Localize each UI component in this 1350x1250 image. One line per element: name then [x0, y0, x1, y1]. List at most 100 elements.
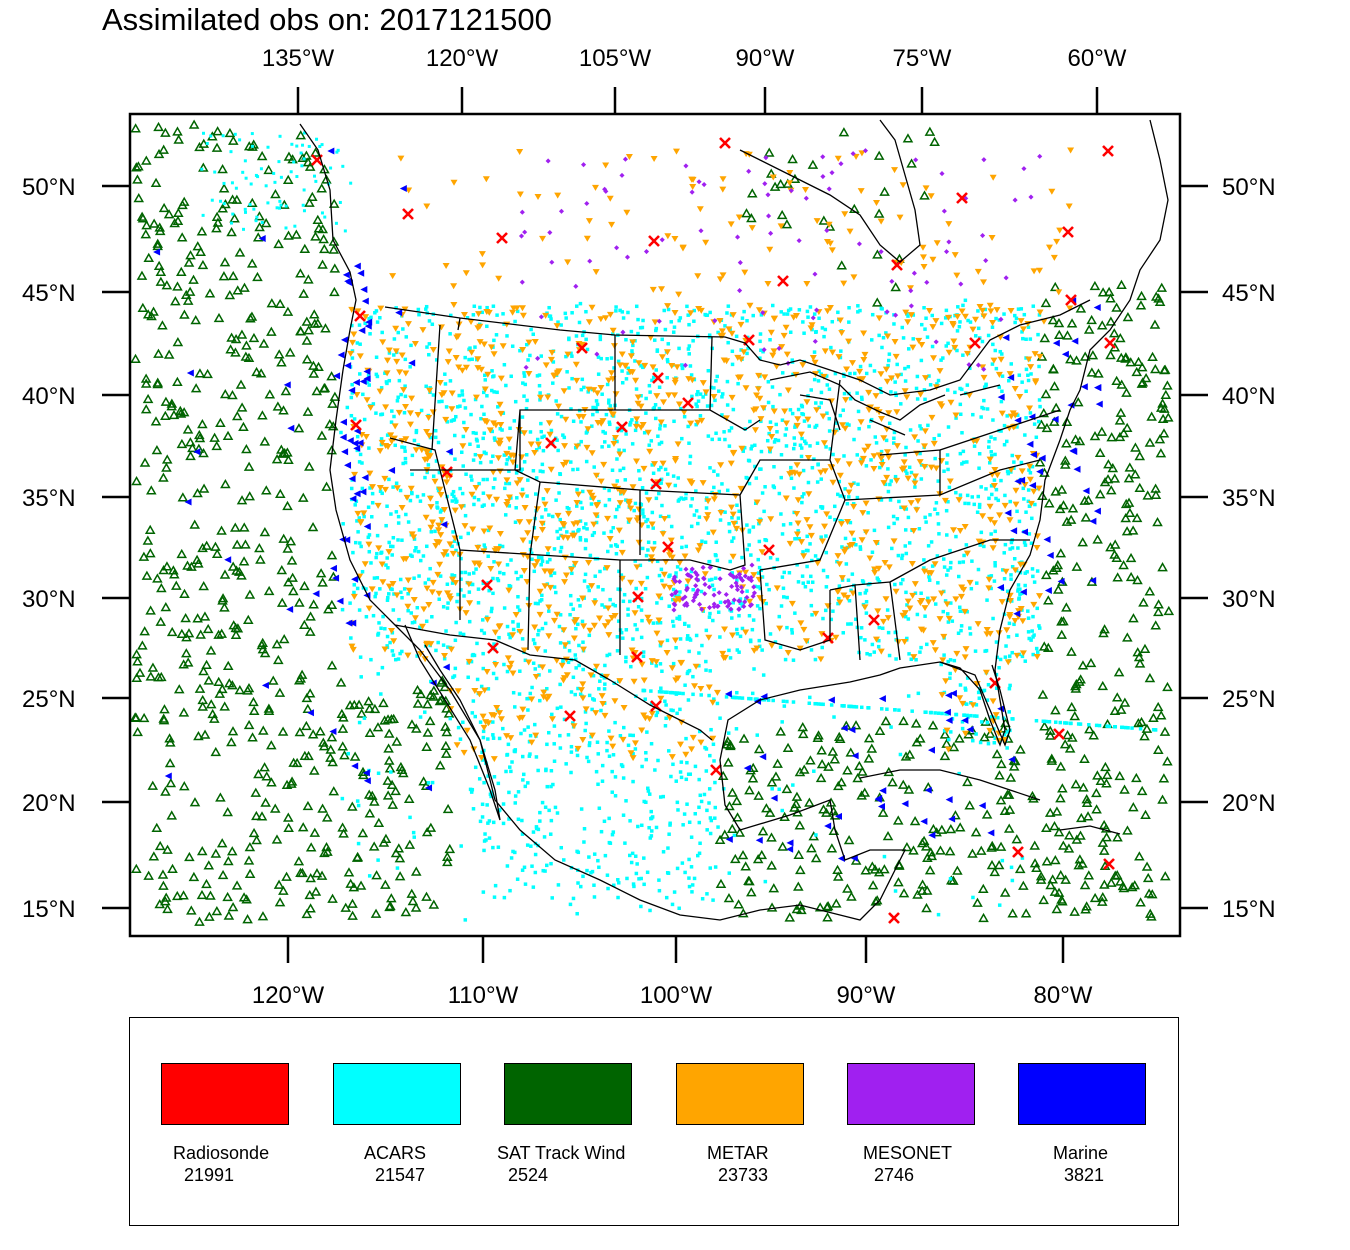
acars-marker — [783, 433, 788, 437]
acars-marker — [707, 693, 711, 698]
acars-marker — [791, 446, 796, 451]
metar-marker — [487, 566, 495, 573]
sat-wind-marker — [255, 554, 266, 564]
metar-marker — [829, 479, 837, 486]
acars-marker — [421, 554, 426, 558]
metar-marker — [1030, 488, 1038, 495]
acars-marker — [870, 338, 874, 342]
metar-marker — [377, 305, 385, 312]
metar-marker — [880, 435, 888, 442]
metar-marker — [1032, 379, 1040, 386]
metar-marker — [588, 732, 596, 739]
metar-marker — [486, 525, 494, 532]
acars-marker — [870, 642, 875, 647]
metar-marker — [620, 704, 628, 711]
acars-marker — [749, 553, 753, 557]
acars-marker — [767, 587, 771, 592]
acars-marker — [657, 573, 662, 578]
acars-marker — [714, 431, 718, 436]
metar-marker — [1001, 502, 1009, 509]
acars-marker — [842, 391, 847, 396]
sat-wind-marker — [850, 855, 862, 865]
acars-marker — [958, 320, 962, 324]
acars-marker — [415, 494, 420, 499]
acars-marker — [939, 321, 944, 326]
sat-wind-marker — [175, 405, 186, 415]
acars-marker — [605, 382, 610, 387]
sat-wind-marker — [273, 238, 284, 249]
metar-marker — [408, 395, 416, 402]
sat-wind-marker — [843, 834, 855, 845]
metar-marker — [862, 500, 870, 507]
acars-marker — [745, 547, 750, 552]
acars-marker — [501, 821, 506, 826]
acars-marker — [743, 597, 748, 601]
acars-marker — [980, 339, 985, 344]
acars-marker — [680, 363, 684, 367]
acars-marker — [864, 464, 869, 468]
acars-marker — [364, 587, 368, 591]
acars-marker — [780, 532, 785, 536]
acars-marker — [698, 414, 703, 418]
acars-marker — [644, 411, 648, 415]
metar-marker — [953, 313, 961, 320]
acars-marker — [735, 648, 740, 652]
acars-marker — [487, 588, 491, 593]
sat-wind-marker — [1075, 303, 1087, 313]
metar-marker — [940, 633, 948, 640]
metar-marker — [681, 553, 689, 560]
metar-marker — [776, 625, 784, 632]
acars-marker — [727, 529, 732, 534]
metar-marker — [632, 423, 640, 430]
acars-marker — [491, 486, 496, 490]
acars-marker — [661, 794, 666, 799]
acars-marker — [264, 184, 268, 188]
acars-marker — [840, 704, 844, 708]
acars-marker — [1021, 486, 1026, 491]
sat-wind-marker — [924, 865, 936, 875]
acars-marker — [613, 720, 617, 725]
sat-wind-marker — [1119, 784, 1130, 794]
acars-marker — [832, 504, 837, 509]
sat-wind-marker — [357, 827, 369, 838]
acars-marker — [616, 359, 621, 364]
acars-marker — [765, 438, 770, 443]
metar-marker — [1036, 353, 1044, 360]
metar-marker — [554, 512, 562, 519]
acars-marker — [355, 434, 360, 439]
metar-marker — [666, 714, 674, 721]
metar-marker — [562, 572, 570, 579]
metar-marker — [495, 561, 503, 568]
acars-marker — [735, 503, 739, 508]
acars-marker — [607, 729, 611, 733]
sat-wind-marker — [1112, 832, 1123, 842]
sat-wind-marker — [197, 259, 209, 270]
acars-marker — [620, 381, 625, 385]
sat-wind-marker — [160, 892, 172, 902]
metar-marker — [909, 592, 917, 599]
acars-marker — [1000, 352, 1004, 356]
sat-wind-marker — [345, 878, 356, 888]
acars-marker — [592, 852, 597, 856]
acars-marker — [617, 881, 621, 885]
acars-marker — [893, 889, 898, 893]
acars-marker — [763, 485, 767, 489]
acars-marker — [577, 320, 582, 325]
acars-marker — [974, 703, 979, 707]
metar-marker — [804, 454, 812, 461]
acars-marker — [392, 592, 396, 596]
acars-marker — [1003, 542, 1008, 547]
acars-marker — [946, 467, 950, 472]
acars-marker — [549, 573, 553, 578]
acars-marker — [587, 693, 592, 698]
acars-marker — [478, 819, 483, 824]
acars-marker — [759, 348, 763, 352]
acars-marker — [611, 332, 615, 336]
sat-wind-marker — [791, 791, 803, 801]
sat-wind-marker — [1046, 755, 1058, 765]
metar-marker — [734, 354, 742, 361]
acars-marker — [894, 657, 898, 661]
acars-marker — [334, 221, 338, 225]
acars-marker — [605, 357, 609, 361]
acars-marker — [597, 806, 602, 810]
